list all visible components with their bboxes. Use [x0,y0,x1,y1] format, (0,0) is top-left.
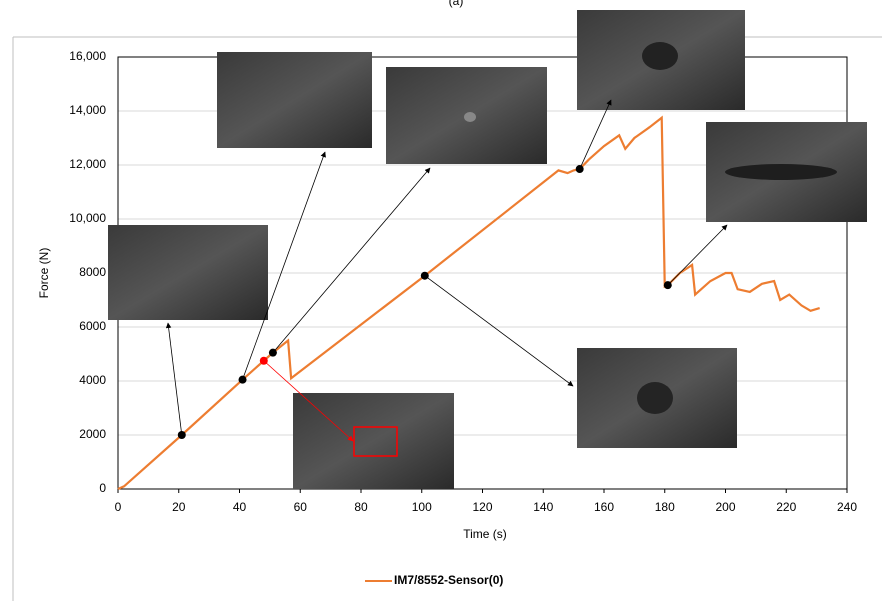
marker-point [238,375,247,384]
callout-arrow [263,360,354,442]
y-axis-label: Force (N) [37,248,51,299]
highlight-box [353,426,398,457]
chart-title: (a) [449,0,464,8]
y-tick-label: 2000 [79,427,106,441]
marker-point [177,431,186,439]
marker-point [575,165,584,174]
x-tick-label: 200 [715,500,735,514]
y-tick-label: 4000 [79,373,106,387]
damage-spot [637,382,673,414]
x-tick-label: 60 [294,500,308,514]
callout-arrow [424,275,574,387]
legend-label: IM7/8552-Sensor(0) [394,573,503,587]
x-tick-label: 220 [776,500,796,514]
x-axis-label: Time (s) [463,527,507,541]
marker-point [420,271,429,280]
y-tick-label: 14,000 [69,103,106,117]
x-tick-label: 40 [233,500,247,514]
photo [217,52,372,148]
y-tick-label: 10,000 [69,211,106,225]
y-tick-label: 8000 [79,265,106,279]
callout-arrow [579,99,612,170]
marker-point [663,281,672,290]
marker-point [259,356,268,365]
callout-arrow [272,167,431,353]
x-tick-label: 0 [115,500,122,514]
damage-spot [725,164,837,180]
callout-arrow [242,151,326,380]
damage-spot [464,112,476,122]
x-tick-label: 100 [412,500,432,514]
x-tick-label: 240 [837,500,857,514]
photo [293,393,454,489]
callout-arrow [667,224,728,286]
photo-insets [108,10,867,489]
photo [108,225,268,320]
series-line [117,115,820,491]
marker-point [268,348,277,357]
x-tick-label: 180 [655,500,675,514]
y-tick-label: 16,000 [69,49,106,63]
x-tick-label: 80 [354,500,368,514]
x-tick-label: 140 [533,500,553,514]
x-tick-label: 120 [472,500,492,514]
x-tick-label: 160 [594,500,614,514]
y-tick-label: 6000 [79,319,106,333]
y-tick-label: 12,000 [69,157,106,171]
x-tick-label: 20 [172,500,186,514]
y-tick-label: 0 [99,481,106,495]
damage-spot [642,42,678,70]
callout-arrow [165,322,183,436]
